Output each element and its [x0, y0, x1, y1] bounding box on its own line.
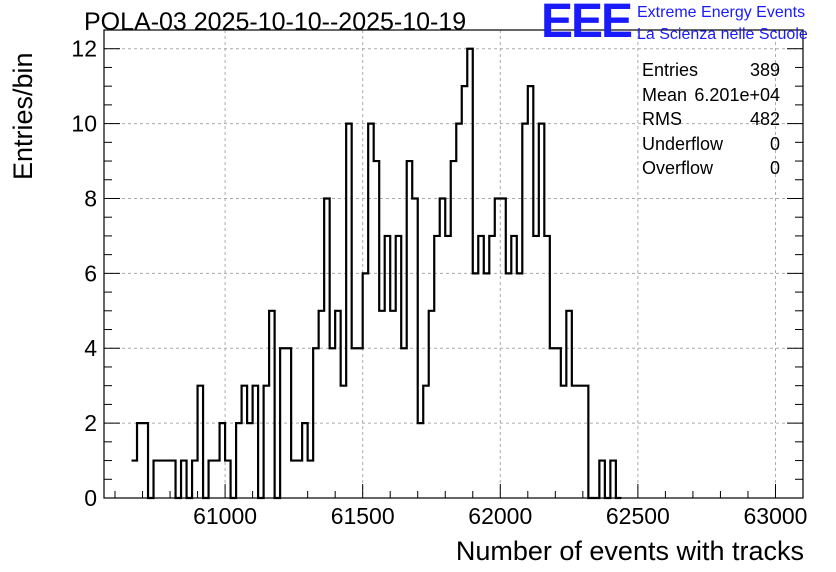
- y-tick-label: 6: [84, 260, 97, 286]
- x-tick-label: 62000: [468, 503, 532, 529]
- stats-box: Entries 389 Mean 6.201e+04 RMS 482 Under…: [642, 58, 780, 181]
- y-tick-label: 12: [71, 36, 97, 62]
- y-tick-label: 8: [84, 185, 97, 211]
- x-tick-label: 61500: [331, 503, 395, 529]
- x-tick-label: 61000: [193, 503, 257, 529]
- y-tick-label: 10: [71, 111, 97, 137]
- stat-value: 0: [769, 158, 780, 178]
- stat-value: 0: [769, 133, 780, 154]
- stat-label: Entries: [642, 60, 699, 80]
- stat-underflow: Underflow 0: [642, 132, 780, 157]
- y-tick-label: 4: [84, 335, 97, 361]
- stat-label: Mean: [642, 84, 688, 105]
- y-tick-label: 2: [84, 410, 97, 436]
- stat-mean: Mean 6.201e+04: [642, 83, 780, 108]
- y-axis-label: Entries/bin: [8, 52, 38, 180]
- stat-rms: RMS 482: [642, 107, 780, 132]
- stat-label: Overflow: [642, 158, 714, 178]
- x-axis-label: Number of events with tracks: [455, 536, 804, 566]
- stat-entries: Entries 389: [642, 58, 780, 83]
- stat-overflow: Overflow 0: [642, 156, 780, 181]
- y-tick-label: 0: [84, 485, 97, 511]
- chart-title: POLA-03 2025-10-10--2025-10-19: [84, 8, 467, 36]
- tick-labels: 61000 61500 62000 62500 63000 0 2 4 6 8 10 12: [71, 36, 807, 529]
- stat-label: Underflow: [642, 133, 724, 154]
- eee-logo: EEE: [541, 0, 633, 48]
- stat-value: 482: [749, 109, 780, 129]
- plot-frame-rect: [103, 29, 804, 499]
- x-tick-label: 63000: [743, 503, 807, 529]
- histogram-series: [131, 47, 622, 500]
- plot-frame: [103, 29, 804, 499]
- axis-ticks: [104, 29, 804, 499]
- x-tick-label: 62500: [606, 503, 670, 529]
- eee-logo-caption: Extreme Energy Events La Scienza nelle S…: [637, 2, 808, 46]
- stat-label: RMS: [642, 109, 682, 129]
- logo-line-2: La Scienza nelle Scuole: [637, 26, 808, 43]
- stat-value: 6.201e+04: [694, 84, 780, 105]
- logo-line-1: Extreme Energy Events: [637, 4, 806, 21]
- stat-value: 389: [749, 60, 780, 80]
